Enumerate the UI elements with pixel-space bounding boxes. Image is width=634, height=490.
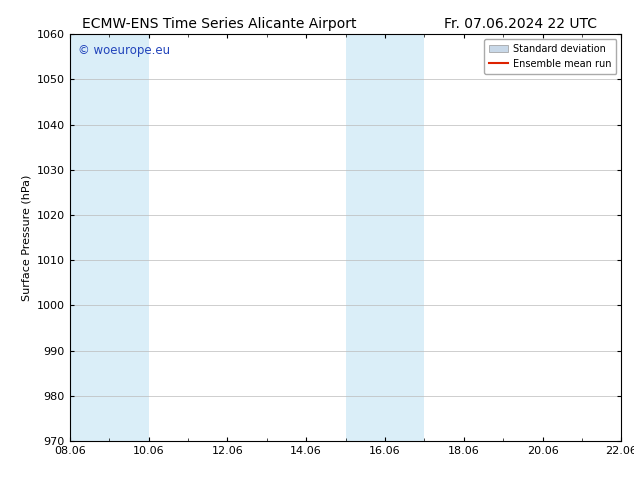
- Text: © woeurope.eu: © woeurope.eu: [78, 45, 170, 57]
- Bar: [70, 34, 109, 441]
- Legend: Standard deviation, Ensemble mean run: Standard deviation, Ensemble mean run: [484, 39, 616, 74]
- Text: ECMW-ENS Time Series Alicante Airport: ECMW-ENS Time Series Alicante Airport: [82, 17, 357, 31]
- Bar: [346, 34, 385, 441]
- Bar: [385, 34, 424, 441]
- Text: Fr. 07.06.2024 22 UTC: Fr. 07.06.2024 22 UTC: [444, 17, 597, 31]
- Bar: [621, 34, 634, 441]
- Y-axis label: Surface Pressure (hPa): Surface Pressure (hPa): [21, 174, 31, 301]
- Bar: [109, 34, 148, 441]
